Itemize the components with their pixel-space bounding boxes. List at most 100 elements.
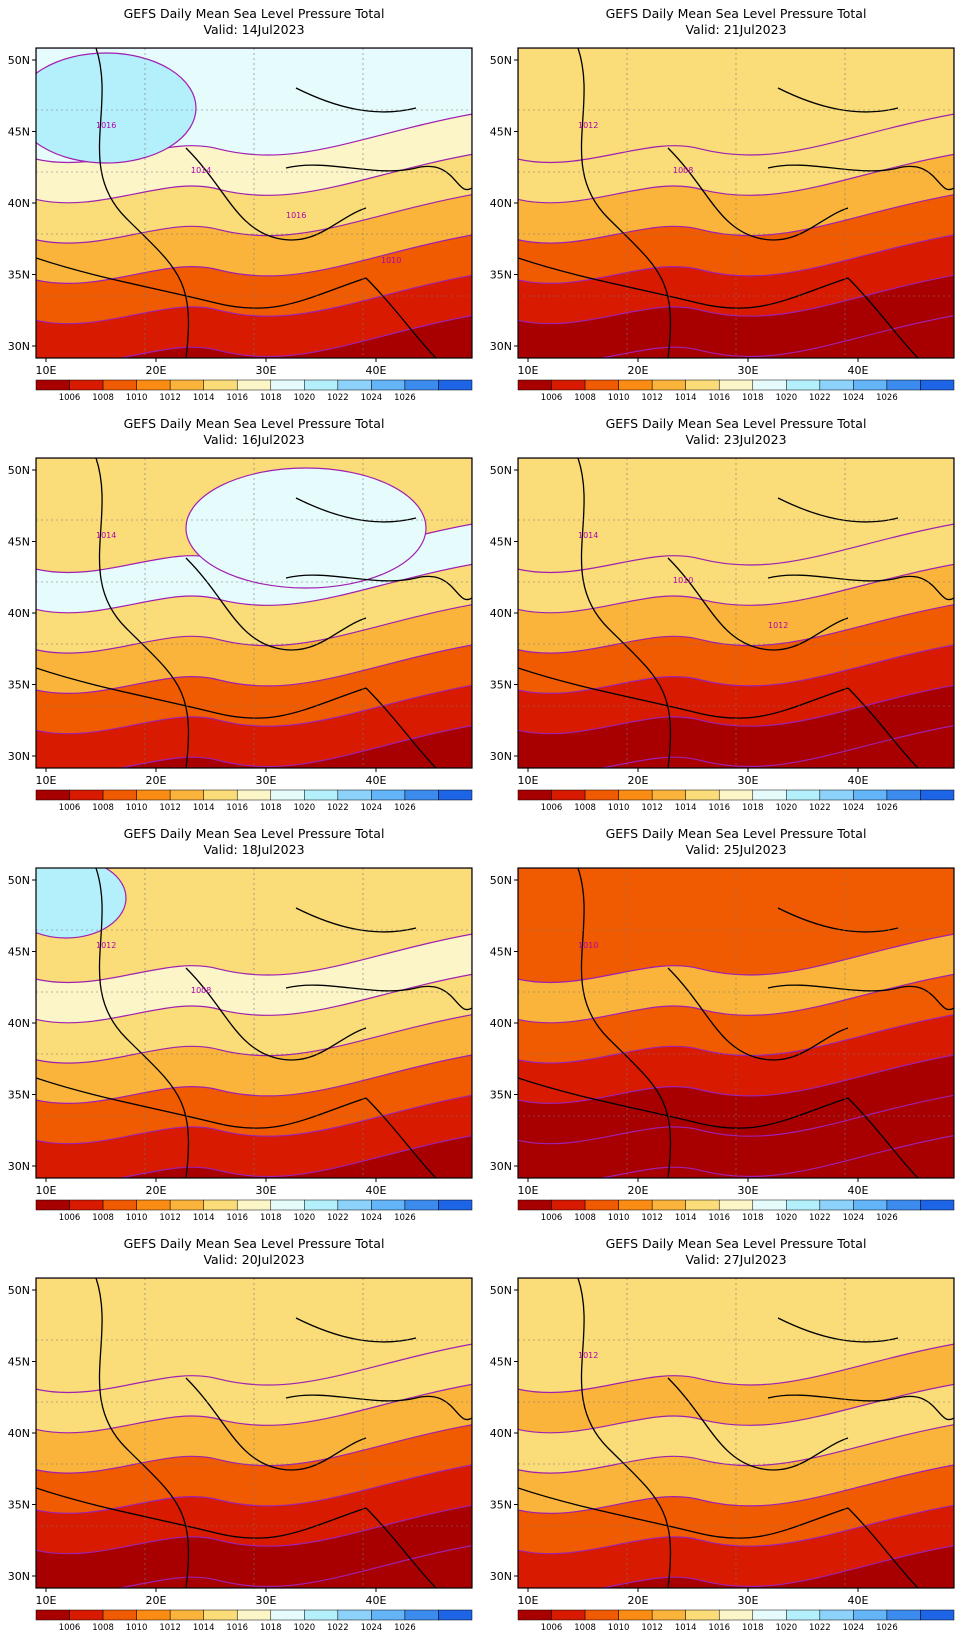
colorbar-swatch	[136, 789, 171, 801]
colorbar-label: 1014	[675, 1213, 697, 1223]
colorbar: 1006 1008 1010 1012 1014 1016 1018 1020 1022 1024…	[35, 1199, 473, 1223]
panel-title: GEFS Daily Mean Sea Level Pressure Total	[124, 1236, 385, 1251]
lon-tick-label: 40E	[366, 364, 387, 377]
colorbar-label: 1012	[641, 803, 663, 813]
contour-label: 1010	[381, 256, 401, 265]
colorbar-swatch	[651, 789, 686, 801]
colorbar-swatch	[920, 789, 955, 801]
lon-tick-label: 40E	[366, 774, 387, 787]
lat-tick-label: 45N	[490, 536, 512, 549]
colorbar-label: 1016	[708, 393, 730, 403]
colorbar-label: 1018	[260, 393, 282, 403]
colorbar-swatch	[169, 1609, 204, 1621]
lat-tick-label: 30N	[8, 1570, 30, 1583]
colorbar-label: 1024	[843, 393, 865, 403]
lat-tick-label: 50N	[490, 54, 512, 67]
panel-valid-date: Valid: 27Jul2023	[685, 1252, 786, 1267]
colorbar-label: 1006	[59, 1213, 81, 1223]
lat-tick-label: 35N	[490, 1089, 512, 1102]
colorbar-swatch	[404, 379, 439, 391]
colorbar-label: 1010	[126, 393, 148, 403]
colorbar-label: 1012	[641, 1623, 663, 1633]
lat-tick-label: 50N	[8, 874, 30, 887]
panel-title: GEFS Daily Mean Sea Level Pressure Total	[124, 826, 385, 841]
lat-tick-label: 30N	[8, 1160, 30, 1173]
lat-tick-label: 45N	[8, 536, 30, 549]
colorbar-label: 1010	[608, 1623, 630, 1633]
panel-title: GEFS Daily Mean Sea Level Pressure Total	[124, 6, 385, 21]
colorbar-swatch	[752, 1199, 787, 1211]
colorbar-label: 1016	[708, 803, 730, 813]
colorbar-swatch	[337, 1609, 372, 1621]
colorbar-label: 1016	[226, 1623, 248, 1633]
colorbar-label: 1018	[742, 1213, 764, 1223]
lon-tick-label: 10E	[36, 1594, 57, 1607]
colorbar-swatch	[337, 379, 372, 391]
colorbar-label: 1010	[608, 803, 630, 813]
lon-tick-label: 10E	[518, 1184, 539, 1197]
colorbar-swatch	[236, 1199, 272, 1211]
colorbar-swatch	[819, 1199, 854, 1211]
colorbar-label: 1006	[541, 1213, 563, 1223]
lat-tick-label: 35N	[490, 1499, 512, 1512]
lat-tick-label: 30N	[8, 750, 30, 763]
colorbar-label: 1026	[394, 1213, 416, 1223]
colorbar-label: 1020	[293, 1623, 315, 1633]
contour-label: 1016	[286, 211, 306, 220]
lat-tick-label: 40N	[8, 1427, 30, 1440]
colorbar-swatch	[651, 379, 686, 391]
colorbar-label: 1026	[876, 393, 898, 403]
colorbar-swatch	[270, 789, 305, 801]
colorbar-swatch	[102, 379, 137, 391]
colorbar-swatch	[718, 789, 754, 801]
lat-tick-label: 45N	[8, 1356, 30, 1369]
lat-tick-label: 35N	[8, 1089, 30, 1102]
lon-tick-label: 30E	[256, 1184, 277, 1197]
colorbar-label: 1020	[775, 1623, 797, 1633]
map-panel-p20: GEFS Daily Mean Sea Level Pressure Total…	[8, 1236, 473, 1633]
panel-valid-date: Valid: 20Jul2023	[203, 1252, 304, 1267]
lat-tick-label: 50N	[490, 464, 512, 477]
colorbar-label: 1016	[708, 1213, 730, 1223]
lon-tick-label: 20E	[146, 1594, 167, 1607]
colorbar-swatch	[718, 1609, 754, 1621]
colorbar-swatch	[819, 1609, 854, 1621]
colorbar-label: 1022	[327, 393, 349, 403]
contour-label: 1008	[673, 166, 693, 175]
colorbar-label: 1016	[226, 1213, 248, 1223]
colorbar: 1006 1008 1010 1012 1014 1016 1018 1020 1022 1024…	[517, 1199, 955, 1223]
colorbar-swatch	[886, 1609, 921, 1621]
colorbar-swatch	[853, 789, 888, 801]
colorbar-swatch	[584, 1609, 619, 1621]
colorbar-label: 1026	[876, 1213, 898, 1223]
colorbar-swatch	[685, 1609, 720, 1621]
colorbar-swatch	[337, 1199, 372, 1211]
colorbar-label: 1014	[193, 393, 215, 403]
lat-tick-label: 30N	[490, 1160, 512, 1173]
colorbar-swatch	[236, 1609, 272, 1621]
lon-tick-label: 20E	[628, 774, 649, 787]
lat-tick-label: 35N	[490, 679, 512, 692]
lon-tick-label: 40E	[848, 1184, 869, 1197]
colorbar-swatch	[169, 789, 204, 801]
contour-label: 1014	[578, 531, 598, 540]
lat-tick-label: 50N	[490, 874, 512, 887]
colorbar-swatch	[69, 1609, 104, 1621]
pressure-field: 1012	[518, 1278, 954, 1588]
colorbar-label: 1022	[809, 393, 831, 403]
contour-label: 1010	[673, 576, 693, 585]
colorbar-swatch	[69, 789, 104, 801]
lat-tick-label: 50N	[8, 1284, 30, 1297]
colorbar-label: 1026	[876, 1623, 898, 1633]
colorbar-swatch	[584, 1199, 619, 1211]
colorbar-swatch	[786, 789, 821, 801]
colorbar-swatch	[136, 379, 171, 391]
lon-tick-label: 40E	[848, 1594, 869, 1607]
colorbar-label: 1016	[226, 393, 248, 403]
colorbar-swatch	[718, 379, 754, 391]
colorbar-swatch	[786, 1199, 821, 1211]
colorbar-label: 1022	[809, 803, 831, 813]
lat-tick-label: 40N	[8, 607, 30, 620]
contour-label: 1014	[191, 166, 211, 175]
pressure-field: 1012 1008	[36, 868, 472, 1178]
